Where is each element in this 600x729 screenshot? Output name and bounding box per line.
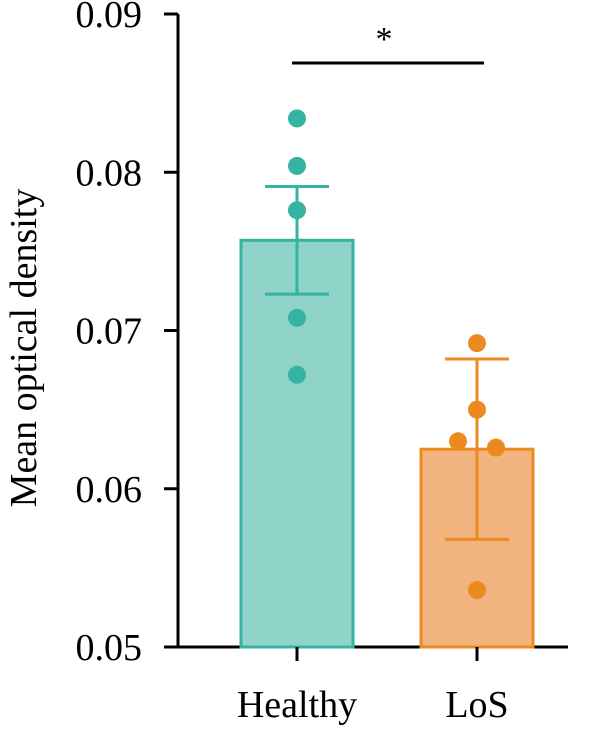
y-axis-ticks: 0.05 0.06 0.07 0.08 0.09 [76, 0, 178, 669]
y-tick-label: 0.09 [76, 0, 143, 36]
data-point [288, 156, 306, 175]
data-point [468, 400, 486, 419]
data-point [468, 334, 486, 353]
data-point [288, 365, 306, 384]
y-axis-title: Mean optical density [3, 189, 45, 508]
data-point [449, 432, 467, 451]
data-point [288, 201, 306, 220]
significance-label: * [376, 21, 393, 58]
data-point [288, 109, 306, 128]
y-tick-label: 0.07 [76, 311, 143, 353]
points-group [288, 109, 505, 600]
y-tick-label: 0.05 [76, 627, 143, 669]
x-tick-label-healthy: Healthy [237, 684, 357, 726]
data-point [468, 581, 486, 600]
y-tick-label: 0.08 [76, 152, 143, 194]
data-point [487, 438, 505, 457]
error-bars-group [265, 184, 509, 541]
data-point [288, 308, 306, 327]
x-tick-label-los: LoS [445, 684, 508, 726]
y-tick-label: 0.06 [76, 469, 143, 511]
bar-healthy [239, 238, 355, 649]
x-axis-ticks: Healthy LoS [237, 647, 509, 726]
